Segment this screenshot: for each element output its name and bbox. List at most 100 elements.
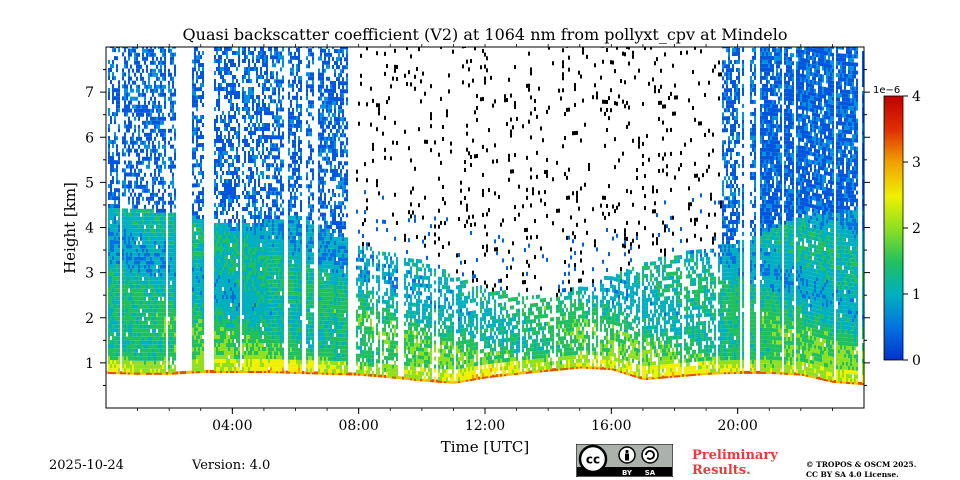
heatmap-column <box>118 47 120 375</box>
x-tick-label: 12:00 <box>465 418 505 434</box>
heatmap-column <box>378 103 380 378</box>
heatmap-column <box>364 162 366 377</box>
y-tick-label: 2 <box>85 311 94 327</box>
heatmap-column <box>444 201 446 384</box>
heatmap-column <box>460 180 462 383</box>
heatmap-column <box>412 186 414 381</box>
heatmap-column <box>152 48 154 375</box>
y-axis-label: Height [km] <box>61 182 79 274</box>
colorbar-tick-label: 0 <box>912 353 921 369</box>
heatmap-column <box>500 222 502 377</box>
heatmap-column <box>384 51 386 378</box>
heatmap-column <box>116 47 118 375</box>
heatmap-column <box>230 47 232 373</box>
heatmap-column <box>696 173 698 376</box>
heatmap-column <box>512 125 514 376</box>
heatmap-column <box>388 96 390 379</box>
x-tick-label: 16:00 <box>591 418 631 434</box>
heatmap-column <box>286 370 288 374</box>
heatmap-column <box>550 297 552 372</box>
heatmap-column <box>458 217 460 384</box>
heatmap-column <box>240 369 242 373</box>
heatmap-column <box>336 49 338 376</box>
heatmap-column <box>702 173 704 376</box>
heatmap-column <box>328 48 330 375</box>
heatmap-column <box>610 60 612 371</box>
heatmap-column <box>820 47 822 381</box>
heatmap-column <box>108 59 110 374</box>
y-tick-label: 7 <box>85 85 94 101</box>
heatmap-column <box>288 47 290 374</box>
heatmap-column <box>528 51 530 374</box>
heatmap-column <box>256 54 258 373</box>
heatmap-column <box>140 64 142 375</box>
heatmap-column <box>792 53 794 376</box>
heatmap-column <box>422 71 424 382</box>
copyright-line-1: © TROPOS & OSCM 2025. <box>806 460 917 469</box>
heatmap-column <box>212 369 214 373</box>
preliminary-line-2: Results. <box>692 463 751 478</box>
heatmap-column <box>472 78 474 381</box>
heatmap-column <box>274 47 276 374</box>
heatmap-column <box>670 91 672 378</box>
heatmap-column <box>786 47 788 375</box>
heatmap-column <box>224 47 226 373</box>
heatmap-column <box>404 73 406 380</box>
heatmap-column <box>624 52 626 375</box>
heatmap-column <box>570 215 572 370</box>
heatmap-column <box>306 47 308 375</box>
heatmap-column <box>354 372 356 376</box>
heatmap-column <box>318 47 320 375</box>
heatmap-column <box>654 61 656 380</box>
heatmap-column <box>170 48 172 375</box>
heatmap-column <box>312 47 314 375</box>
heatmap-column <box>672 63 674 378</box>
heatmap-column <box>676 95 678 378</box>
heatmap-column <box>244 47 246 373</box>
heatmap-column <box>668 96 670 379</box>
heatmap-column <box>242 47 244 373</box>
heatmap-column <box>590 366 592 370</box>
heatmap-column <box>138 52 140 375</box>
heatmap-column <box>730 60 732 375</box>
heatmap-column <box>658 88 660 379</box>
heatmap-column <box>562 48 564 371</box>
heatmap-column <box>238 47 240 373</box>
heatmap-column <box>178 371 180 375</box>
colorbar: 1e−6 0 1 2 3 4 <box>873 85 921 369</box>
x-tick-label: 08:00 <box>338 418 378 434</box>
heatmap-column <box>282 47 284 374</box>
heatmap-column <box>494 99 496 378</box>
y-tick-label: 6 <box>85 130 94 146</box>
heatmap-column <box>334 49 336 376</box>
heatmap-column <box>700 49 702 376</box>
heatmap-column <box>572 131 574 370</box>
heatmap-column <box>132 47 134 375</box>
heatmap-column <box>790 47 792 376</box>
heatmap-column <box>478 376 480 380</box>
heatmap-column <box>124 47 126 375</box>
heatmap-column <box>294 47 296 374</box>
heatmap-column <box>340 47 342 376</box>
heatmap-column <box>350 372 352 376</box>
heatmap-column <box>298 47 300 374</box>
heatmap-column <box>664 52 666 379</box>
heatmap-column <box>720 72 722 375</box>
heatmap-column <box>262 47 264 373</box>
colorbar-tick-label: 4 <box>912 89 921 105</box>
heatmap-column <box>606 47 608 370</box>
heatmap-column <box>452 49 454 384</box>
heatmap-column <box>632 50 634 377</box>
heatmap-column <box>214 47 216 373</box>
heatmap-column <box>568 55 570 370</box>
heatmap-column <box>680 51 682 378</box>
heatmap-column <box>826 47 828 382</box>
heatmap-column <box>164 48 166 375</box>
heatmap-column <box>576 130 578 369</box>
heatmap-column <box>390 84 392 379</box>
heatmap-column <box>662 104 664 379</box>
heatmap-column <box>182 371 184 375</box>
heatmap-column <box>200 55 202 374</box>
heatmap-column <box>612 60 614 371</box>
